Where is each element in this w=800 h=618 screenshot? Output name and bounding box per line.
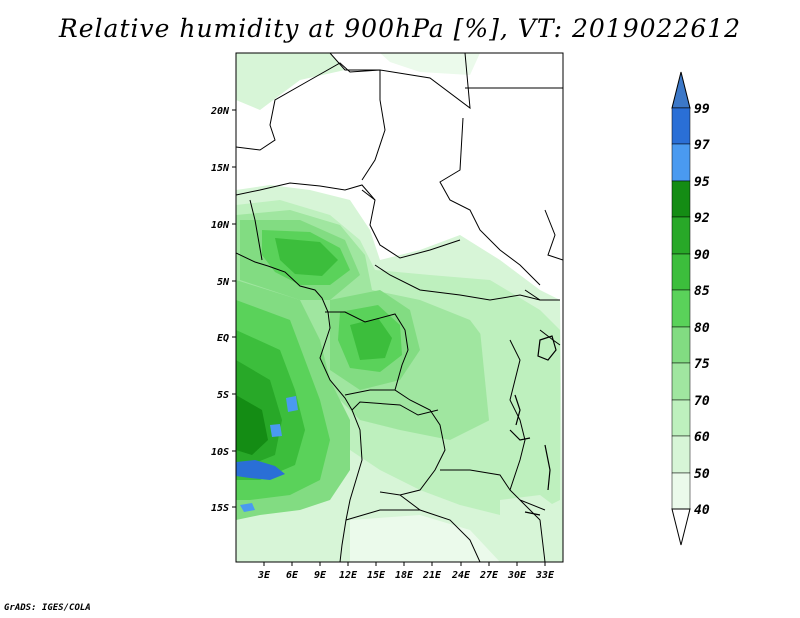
colorbar-label: 40: [694, 503, 710, 518]
colorbar-label: 85: [694, 284, 710, 299]
colorbar-segment: [671, 326, 691, 364]
colorbar-segment: [671, 399, 691, 437]
lon-label: 33E: [535, 570, 555, 581]
lon-label: 18E: [395, 570, 414, 581]
colorbar-label: 90: [694, 248, 710, 263]
lon-label: 15E: [367, 570, 386, 581]
colorbar-label: 70: [694, 394, 710, 409]
footer-credit: GrADS: IGES/COLA: [4, 603, 91, 613]
country-borders: [236, 53, 563, 562]
lon-axis: 3E 6E 9E 12E 15E 18E 21E 24E 27E 30E 33E: [257, 562, 555, 581]
colorbar-label: 95: [694, 175, 710, 190]
colorbar-segment: [671, 362, 691, 401]
colorbar: 99 97 95 92 90 85 80 75 70 60 50 40: [671, 71, 710, 546]
colorbar-label: 80: [694, 321, 710, 336]
lon-label: 30E: [507, 570, 527, 581]
colorbar-label: 60: [694, 430, 710, 445]
colorbar-segment: [671, 180, 691, 218]
colorbar-label: 99: [694, 102, 710, 117]
lat-axis: 20N 15N 10N 5N EQ 5S 10S 15S: [210, 106, 236, 514]
colorbar-segment: [671, 216, 691, 255]
colorbar-top-triangle: [671, 71, 691, 109]
chart-title: Relative humidity at 900hPa [%], VT: 201…: [58, 14, 742, 43]
colorbar-label: 92: [694, 211, 710, 226]
colorbar-segment: [671, 472, 691, 510]
colorbar-segment: [671, 435, 691, 474]
lat-label: 15N: [211, 163, 230, 174]
colorbar-segment: [671, 289, 691, 328]
colorbar-segment: [671, 253, 691, 291]
map-frame: [235, 52, 564, 563]
colorbar-label: 75: [694, 357, 710, 372]
lon-label: 12E: [339, 570, 358, 581]
lat-label: 10S: [211, 447, 229, 458]
lat-label: 5S: [217, 390, 229, 401]
colorbar-label: 97: [694, 138, 710, 153]
lat-label: 10N: [211, 220, 230, 231]
humidity-field: [236, 53, 563, 562]
colorbar-bottom-triangle: [671, 508, 691, 546]
lon-label: 21E: [422, 570, 442, 581]
colorbar-segment: [671, 107, 691, 145]
lakes: [509, 335, 557, 516]
colorbar-label: 50: [694, 467, 710, 482]
lat-label: 5N: [217, 277, 230, 288]
lon-label: 9E: [314, 570, 327, 581]
lon-label: 24E: [451, 570, 471, 581]
colorbar-segment: [671, 143, 691, 182]
lon-label: 27E: [479, 570, 499, 581]
lat-label: EQ: [217, 333, 229, 344]
lon-label: 6E: [286, 570, 299, 581]
lat-label: 20N: [210, 106, 230, 117]
lat-label: 15S: [211, 503, 229, 514]
lon-label: 3E: [257, 570, 271, 581]
